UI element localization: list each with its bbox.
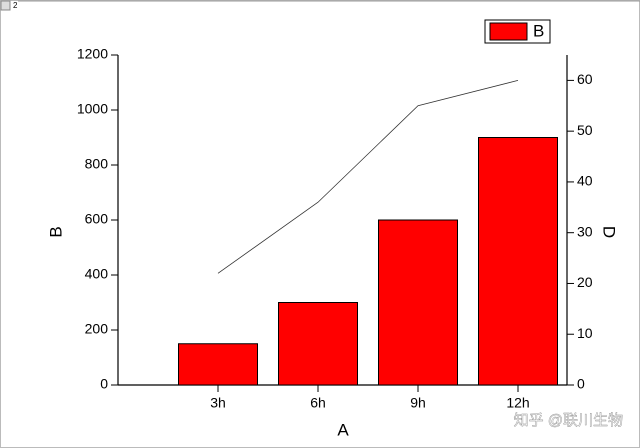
- y-tick-label: 1000: [77, 101, 108, 117]
- bar: [178, 343, 258, 386]
- x-axis-label: A: [337, 420, 349, 439]
- x-tick-label: 9h: [410, 395, 426, 411]
- bar: [278, 302, 358, 386]
- y-tick-label: 400: [85, 266, 109, 282]
- watermark: 知乎 @联川生物: [514, 412, 623, 429]
- y2-tick-label: 60: [577, 71, 593, 87]
- y2-tick-label: 30: [577, 223, 593, 239]
- y-tick-label: 200: [85, 321, 109, 337]
- legend-swatch: [489, 22, 528, 41]
- window-icon: [0, 0, 11, 11]
- y-tick-label: 600: [85, 211, 109, 227]
- legend-label: B: [533, 21, 544, 40]
- y-axis-label: B: [46, 226, 65, 237]
- y2-tick-label: 0: [577, 376, 585, 392]
- y-tick-label: 1200: [77, 46, 108, 62]
- y2-tick-label: 40: [577, 173, 593, 189]
- y-tick-label: 0: [100, 376, 108, 392]
- y2-tick-label: 10: [577, 325, 593, 341]
- x-tick-label: 3h: [210, 395, 226, 411]
- y2-tick-label: 20: [577, 274, 593, 290]
- bar: [478, 137, 558, 386]
- x-tick-label: 6h: [310, 395, 326, 411]
- bar: [378, 219, 458, 386]
- window-label: 2: [13, 1, 18, 10]
- line: [217, 79, 519, 274]
- y-tick-label: 800: [85, 156, 109, 172]
- y2-axis-label: D: [600, 226, 619, 238]
- x-tick-label: 12h: [506, 395, 529, 411]
- y2-tick-label: 50: [577, 122, 593, 138]
